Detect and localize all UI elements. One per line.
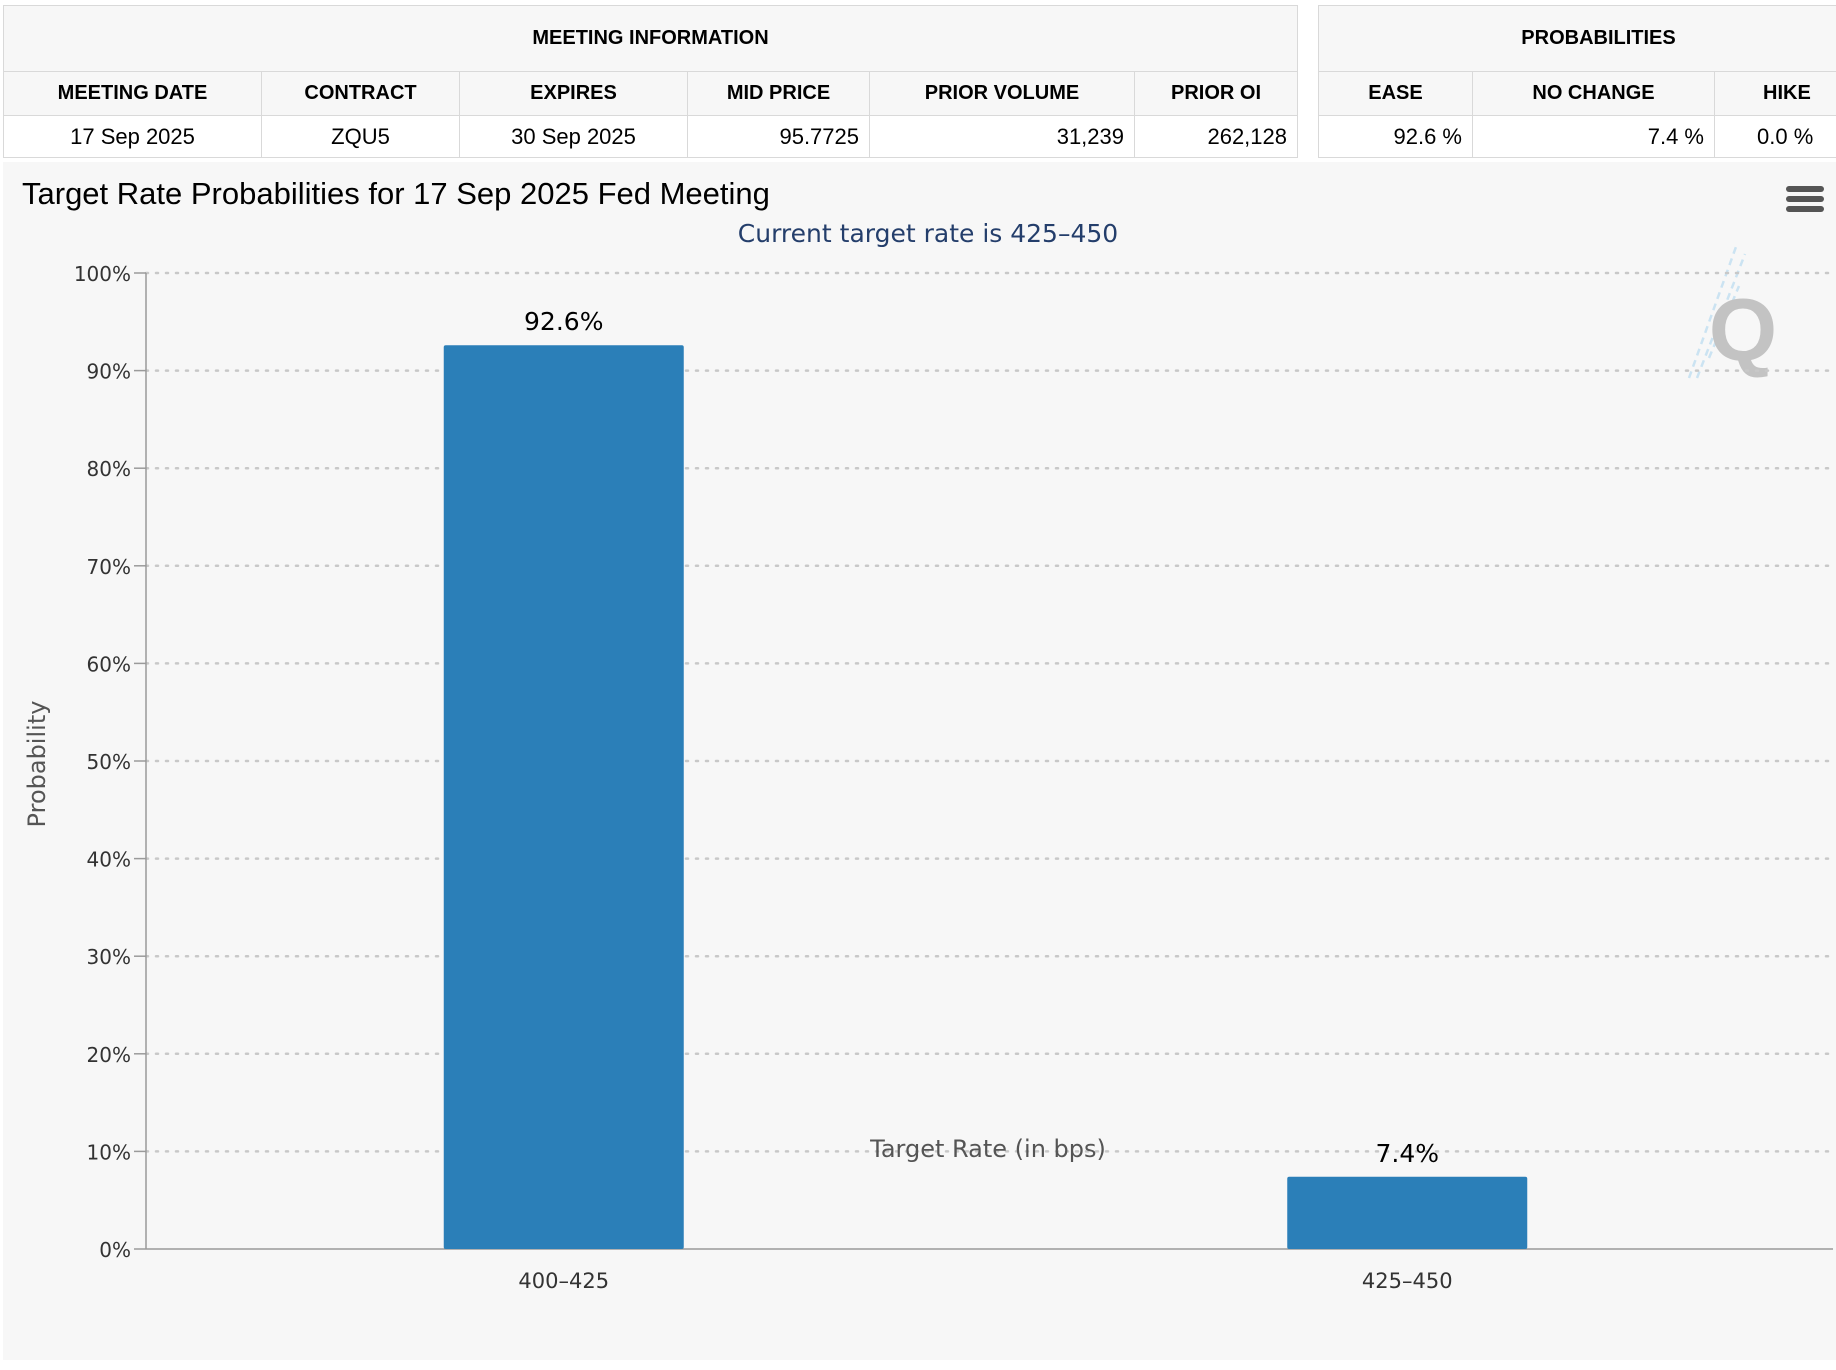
col-header-ease: EASE <box>1318 71 1473 116</box>
col-header-mid-price: MID PRICE <box>687 71 870 116</box>
y-tick-label: 50% <box>87 750 131 774</box>
chart-title: Target Rate Probabilities for 17 Sep 202… <box>22 176 770 211</box>
cell-contract: ZQU5 <box>261 115 460 158</box>
bar-1[interactable] <box>443 345 684 1249</box>
cell-ease: 92.6 % <box>1318 115 1473 158</box>
y-tick-label: 90% <box>87 360 131 384</box>
col-header-contract: CONTRACT <box>261 71 460 116</box>
y-axis-ticks: 0% 10% 20% 30% 40% 50% 60% 70% 80% 90% 100% <box>74 262 146 1262</box>
bar-2[interactable] <box>1287 1176 1528 1249</box>
data-label: 92.6% <box>524 307 603 336</box>
x-tick-label: 400–425 <box>518 1269 609 1293</box>
cell-meeting-date: 17 Sep 2025 <box>3 115 262 158</box>
col-header-prior-oi: PRIOR OI <box>1134 71 1298 116</box>
col-header-expires: EXPIRES <box>459 71 688 116</box>
y-tick-label: 70% <box>87 555 131 579</box>
col-header-prior-volume: PRIOR VOLUME <box>869 71 1135 116</box>
y-tick-label: 10% <box>87 1140 131 1164</box>
cell-prior-oi: 262,128 <box>1134 115 1298 158</box>
table-row: 92.6 % 7.4 % 0.0 % <box>1318 115 1836 158</box>
probabilities-table: PROBABILITIES EASE NO CHANGE HIKE 92.6 %… <box>1317 5 1836 158</box>
y-tick-label: 0% <box>99 1238 131 1262</box>
col-header-hike: HIKE <box>1713 71 1836 116</box>
col-header-meeting-date: MEETING DATE <box>3 71 262 116</box>
y-tick-label: 30% <box>87 945 131 969</box>
meeting-information-table: MEETING INFORMATION MEETING DATE CONTRAC… <box>3 5 1298 158</box>
y-tick-label: 40% <box>87 848 131 872</box>
watermark-letter: Q <box>1709 280 1777 379</box>
table-row: 17 Sep 2025 ZQU5 30 Sep 2025 95.7725 31,… <box>3 115 1298 158</box>
grid-lines <box>144 271 1835 1153</box>
chart-subtitle: Current target rate is 425–450 <box>738 219 1118 248</box>
cell-mid-price: 95.7725 <box>687 115 870 158</box>
cell-hike: 0.0 % <box>1713 115 1836 158</box>
watermark-logo: Q <box>1687 243 1777 379</box>
bar-chart: Q Current target rate is 425–450 0% 10% 20… <box>23 219 1835 1293</box>
y-tick-label: 20% <box>87 1043 131 1067</box>
x-axis-title: Target Rate (in bps) <box>869 1135 1106 1163</box>
col-header-no-change: NO CHANGE <box>1472 71 1715 116</box>
cell-expires: 30 Sep 2025 <box>459 115 688 158</box>
bars <box>443 345 1528 1249</box>
x-tick-label: 425–450 <box>1362 1269 1453 1293</box>
probabilities-header: PROBABILITIES <box>1317 5 1836 72</box>
data-labels: 92.6% 7.4% <box>524 307 1439 1168</box>
y-tick-label: 60% <box>87 652 131 676</box>
y-tick-label: 100% <box>74 262 131 286</box>
x-axis-ticks: 400–425 425–450 <box>518 1269 1452 1293</box>
data-label: 7.4% <box>1375 1139 1439 1168</box>
y-tick-label: 80% <box>87 457 131 481</box>
chart-panel: Target Rate Probabilities for 17 Sep 202… <box>3 162 1836 1360</box>
meeting-information-header: MEETING INFORMATION <box>3 5 1298 72</box>
menu-icon[interactable] <box>1786 186 1824 216</box>
cell-no-change: 7.4 % <box>1472 115 1715 158</box>
cell-prior-volume: 31,239 <box>869 115 1135 158</box>
y-axis-title: Probability <box>23 701 51 828</box>
